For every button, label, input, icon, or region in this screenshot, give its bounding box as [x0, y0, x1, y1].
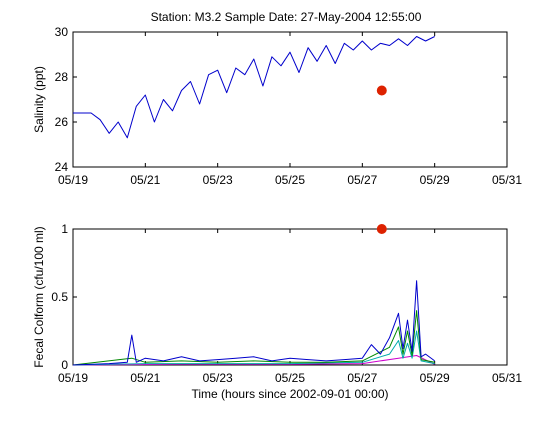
- y-tick-label: 1: [61, 222, 68, 236]
- fecal-coliform-plot-area: [72, 228, 508, 366]
- y-tick-label: 0: [61, 358, 68, 372]
- fecal-coliform-sample: [376, 224, 387, 234]
- series-line-0: [72, 280, 435, 366]
- x-tick-label: 05/31: [492, 173, 522, 187]
- salinity-y-axis-label: Salinity (ppt): [32, 66, 46, 133]
- fecal-coliform-y-ticks: 00.51: [51, 222, 507, 372]
- x-tick-label: 05/25: [275, 173, 305, 187]
- fecal-coliform-y-axis-label: Fecal Colform (cfu/100 ml): [32, 226, 46, 367]
- x-tick-label: 05/27: [347, 173, 377, 187]
- series-line-3: [72, 355, 435, 366]
- fecal-coliform-x-axis-label: Time (hours since 2002-09-01 00:00): [192, 387, 389, 401]
- sample-point: [376, 224, 387, 234]
- y-tick-label: 30: [55, 25, 69, 39]
- x-tick-label: 05/29: [420, 371, 450, 385]
- series-line-2: [72, 330, 435, 366]
- x-tick-label: 05/19: [58, 173, 88, 187]
- salinity-axes: Salinity (ppt) 05/19 05/21 05/23 05/25 05/27…: [32, 25, 522, 187]
- series-line-0: [73, 36, 435, 139]
- x-tick-label: 05/19: [58, 371, 88, 385]
- x-tick-label: 05/23: [203, 173, 233, 187]
- x-tick-label: 05/25: [275, 371, 305, 385]
- y-tick-label: 24: [55, 160, 69, 174]
- x-tick-label: 05/29: [420, 173, 450, 187]
- series-line-1: [72, 310, 435, 366]
- fecal-coliform-x-ticks: 05/19 05/21 05/23 05/25 05/27 05/29 05/31: [58, 229, 522, 385]
- x-tick-label: 05/31: [492, 371, 522, 385]
- x-tick-label: 05/21: [130, 173, 160, 187]
- sample-point: [376, 85, 387, 96]
- salinity-x-ticks: 05/19 05/21 05/23 05/25 05/27 05/29 05/31: [58, 32, 522, 187]
- salinity-series: [73, 36, 435, 139]
- y-tick-label: 0.5: [51, 290, 68, 304]
- figure-title: Station: M3.2 Sample Date: 27-May-2004 1…: [151, 10, 422, 24]
- x-tick-label: 05/27: [347, 371, 377, 385]
- x-tick-label: 05/23: [203, 371, 233, 385]
- salinity-sample: [376, 85, 387, 96]
- x-tick-label: 05/21: [130, 371, 160, 385]
- salinity-y-ticks: 24 26 28 30: [55, 25, 507, 174]
- fecal-coliform-axes: Fecal Colform (cfu/100 ml) Time (hours s…: [32, 222, 522, 401]
- y-tick-label: 28: [55, 70, 69, 84]
- fecal-coliform-series: [72, 280, 435, 366]
- y-tick-label: 26: [55, 115, 69, 129]
